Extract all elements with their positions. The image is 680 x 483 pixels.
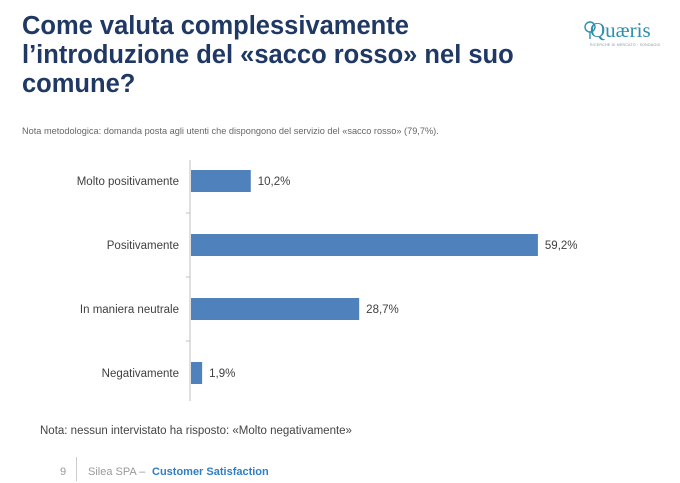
footer-company: Silea SPA – <box>88 466 146 478</box>
category-label: In maniera neutrale <box>80 304 179 316</box>
lightbulb-icon <box>584 21 596 39</box>
category-label: Molto positivamente <box>77 176 179 188</box>
bar-chart: Molto positivamente 10,2% Positivamente 59,… <box>77 160 578 401</box>
bar <box>191 170 251 192</box>
logo-tagline: RICERCHE DI MERCATO · SONDAGGI <box>590 43 661 47</box>
logo-wordmark: Quæris <box>590 18 651 42</box>
bar <box>191 234 538 256</box>
quaeris-logo: Quæris RICERCHE DI MERCATO · SONDAGGI <box>584 18 664 52</box>
category-label: Negativamente <box>102 368 179 380</box>
page-number: 9 <box>60 466 67 478</box>
footer-section: Customer Satisfaction <box>152 466 269 478</box>
data-label: 28,7% <box>366 304 399 316</box>
data-label: 59,2% <box>545 240 578 252</box>
category-label: Positivamente <box>107 240 179 252</box>
data-label: 10,2% <box>258 176 291 188</box>
methodology-note: Nota metodologica: domanda posta agli ut… <box>22 126 439 136</box>
bar <box>191 362 203 384</box>
response-note: Nota: nessun intervistato ha risposto: «… <box>40 425 352 437</box>
bar <box>191 298 360 320</box>
data-label: 1,9% <box>209 368 235 380</box>
page-title: Come valuta complessivamente l’introduzi… <box>22 12 514 98</box>
footer-divider <box>76 457 77 481</box>
